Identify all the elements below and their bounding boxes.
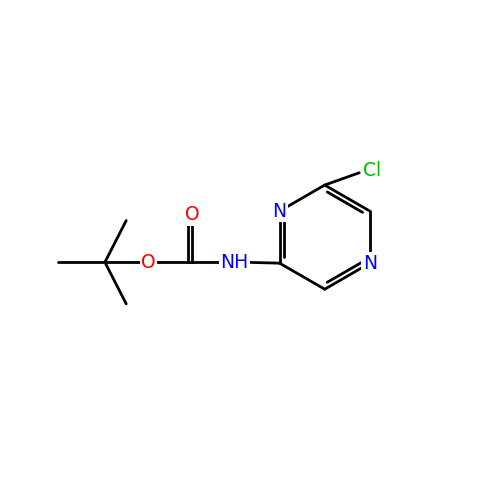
Text: Cl: Cl bbox=[363, 161, 381, 181]
Text: O: O bbox=[141, 253, 156, 272]
Text: NH: NH bbox=[220, 253, 249, 272]
Text: O: O bbox=[185, 205, 199, 224]
Text: N: N bbox=[273, 202, 286, 221]
Text: N: N bbox=[363, 254, 377, 273]
